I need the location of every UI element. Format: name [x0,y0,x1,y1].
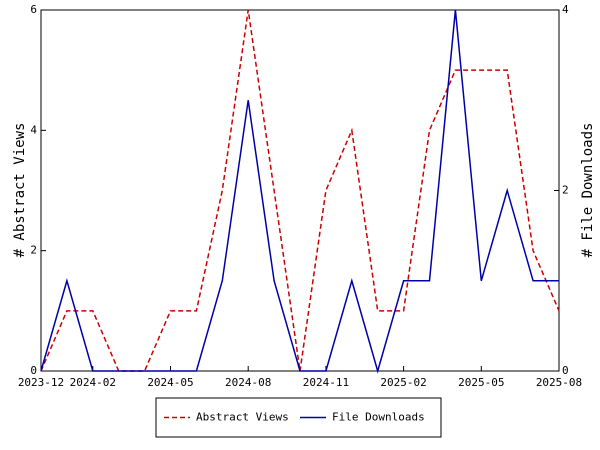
x-tick-label: 2023-12 [18,376,64,389]
series-line [40,9,559,374]
y2-tick-label: 2 [562,184,569,197]
legend-label: File Downloads [332,411,425,424]
y-tick-label: 6 [30,3,37,16]
x-tick-label: 2024-11 [303,376,349,389]
plot-frame [40,9,560,372]
x-tick-label: 2025-02 [380,376,426,389]
legend-box [155,397,442,438]
y-axis-label: # Abstract Views [12,123,28,258]
y2-axis-label: # File Downloads [580,123,596,258]
y-tick-label: 2 [30,244,37,257]
x-tick-label: 2024-05 [147,376,193,389]
series-line [40,9,560,372]
y-tick-label: 4 [30,123,37,136]
x-tick-label: 2024-02 [70,376,116,389]
y2-tick-label: 0 [562,364,569,377]
x-tick-label: 2025-08 [536,376,582,389]
x-tick-label: 2025-05 [458,376,504,389]
y-tick-label: 0 [30,364,37,377]
legend-label: Abstract Views [196,411,289,424]
y2-tick-label: 4 [562,3,569,16]
x-tick-label: 2024-08 [225,376,271,389]
